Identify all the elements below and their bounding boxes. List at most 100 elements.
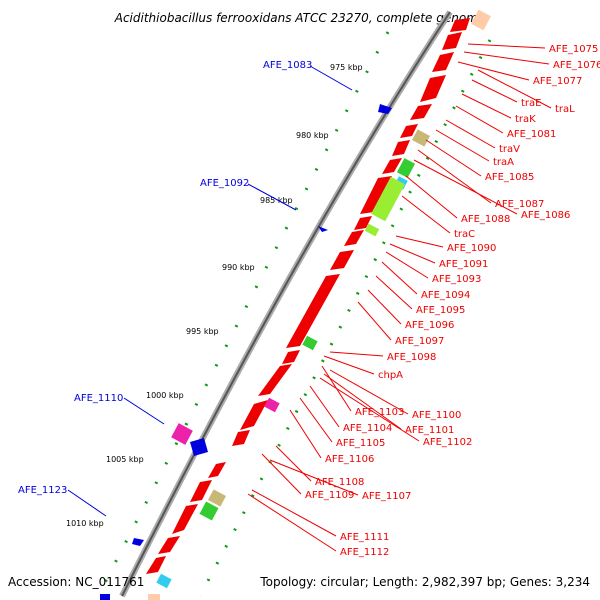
reverse-gene-label[interactable]: AFE_1094 — [421, 290, 470, 301]
tick-label: 980 kbp — [296, 131, 329, 140]
reverse-gene-label[interactable]: AFE_1100 — [412, 410, 461, 421]
reverse-gene-label[interactable]: AFE_1098 — [387, 352, 436, 363]
reverse-gene-label[interactable]: AFE_1103 — [355, 407, 404, 418]
gene-block[interactable] — [240, 400, 268, 430]
gene-block[interactable] — [420, 75, 446, 102]
reverse-gene-label[interactable]: AFE_1093 — [432, 274, 481, 285]
gene-block[interactable] — [442, 32, 462, 50]
reverse-gene-label[interactable]: AFE_1105 — [336, 438, 385, 449]
reverse-gene-label[interactable]: AFE_1088 — [461, 214, 510, 225]
gene-block[interactable] — [158, 536, 180, 554]
reverse-gene-label[interactable]: AFE_1096 — [405, 320, 454, 331]
reverse-gene-label[interactable]: AFE_1095 — [416, 305, 465, 316]
label-leader-line — [323, 355, 375, 375]
reverse-gene-label[interactable]: AFE_1075 — [549, 44, 598, 55]
gene-block[interactable] — [282, 350, 300, 364]
gene-block[interactable] — [344, 230, 364, 246]
gene-block-forward[interactable] — [190, 438, 208, 456]
label-leader-line — [329, 369, 409, 415]
gene-block-green-small[interactable] — [302, 335, 318, 351]
gene-block-tan[interactable] — [412, 129, 430, 147]
gene-block[interactable] — [330, 250, 354, 270]
reverse-gene-label[interactable]: AFE_1090 — [447, 243, 496, 254]
gene-block[interactable] — [146, 556, 166, 574]
forward-gene-label[interactable]: AFE_1083 — [263, 60, 312, 71]
forward-gene-label[interactable]: AFE_1123 — [18, 485, 67, 496]
reverse-gene-label[interactable]: AFE_1097 — [395, 336, 444, 347]
label-leader-line — [289, 409, 322, 459]
gene-block[interactable] — [432, 52, 454, 72]
label-leader-line — [367, 289, 402, 325]
label-leader-line — [375, 275, 413, 310]
reverse-gene-label[interactable]: AFE_1108 — [315, 477, 364, 488]
label-leader-line — [455, 105, 504, 134]
reverse-gene-label[interactable]: AFE_1109 — [305, 490, 354, 501]
reverse-gene-label[interactable]: AFE_1102 — [423, 437, 472, 448]
reverse-gene-label[interactable]: AFE_1101 — [405, 425, 454, 436]
reverse-gene-label[interactable]: traL — [555, 104, 575, 115]
gene-block[interactable] — [232, 430, 250, 446]
reverse-gene-label[interactable]: AFE_1112 — [340, 547, 389, 558]
label-leader-line — [269, 459, 359, 496]
reverse-gene-label[interactable]: AFE_1091 — [439, 259, 488, 270]
tick-label: 1005 kbp — [106, 455, 144, 464]
gene-block[interactable] — [450, 18, 470, 32]
inner-gc-ring — [198, 39, 492, 597]
gene-block[interactable] — [172, 504, 198, 534]
gene-block-magenta-forward[interactable] — [171, 423, 193, 445]
gene-block-forward[interactable] — [318, 226, 328, 232]
gene-block-green[interactable] — [199, 501, 219, 521]
gene-block-green[interactable] — [396, 158, 416, 178]
forward-gene-label[interactable]: AFE_1110 — [74, 393, 123, 404]
reverse-gene-label[interactable]: chpA — [378, 370, 403, 381]
gene-block-cyan[interactable] — [156, 573, 172, 589]
label-leader-line — [425, 139, 482, 177]
backbone-inner — [121, 11, 451, 597]
reverse-gene-label[interactable]: traC — [454, 229, 475, 240]
reverse-gene-label[interactable]: traE — [521, 98, 541, 109]
gene-block[interactable] — [208, 462, 226, 478]
gene-block-magenta[interactable] — [264, 397, 280, 413]
reverse-gene-label[interactable]: AFE_1107 — [362, 491, 411, 502]
reverse-gene-label[interactable]: AFE_1077 — [533, 76, 582, 87]
gene-block[interactable] — [400, 124, 418, 138]
gene-block[interactable] — [360, 176, 392, 214]
reverse-gene-label[interactable]: AFE_1086 — [521, 210, 570, 221]
gene-block[interactable] — [354, 216, 372, 230]
forward-gene-label[interactable]: AFE_1092 — [200, 178, 249, 189]
label-leader-line — [389, 243, 436, 264]
gene-block[interactable] — [382, 158, 402, 174]
reverse-gene-label[interactable]: AFE_1106 — [325, 454, 374, 465]
reverse-gene-label[interactable]: AFE_1076 — [553, 60, 600, 71]
reverse-gene-label[interactable]: traV — [499, 144, 520, 155]
reverse-gene-label[interactable]: AFE_1085 — [485, 172, 534, 183]
reverse-gene-label[interactable]: AFE_1081 — [507, 129, 556, 140]
gene-block-forward[interactable] — [100, 594, 110, 600]
reverse-gene-label[interactable]: traK — [515, 114, 536, 125]
tick-label: 985 kbp — [260, 196, 293, 205]
gene-block-lime[interactable] — [371, 176, 405, 222]
gene-block[interactable] — [258, 364, 292, 396]
gene-block[interactable] — [190, 480, 212, 502]
reverse-gene-label[interactable]: traA — [493, 157, 514, 168]
gene-block-tan[interactable] — [208, 489, 226, 507]
gene-block[interactable] — [286, 274, 340, 348]
gene-block-forward[interactable] — [132, 538, 144, 546]
label-leader-line — [435, 129, 490, 162]
reverse-gene-label[interactable]: AFE_1104 — [343, 423, 392, 434]
label-leader-line — [309, 65, 353, 91]
tick-label: 1000 kbp — [146, 391, 184, 400]
gene-block-peach[interactable] — [471, 9, 491, 31]
label-leader-line — [405, 175, 458, 219]
gene-block-lime-small[interactable] — [364, 223, 380, 237]
tick-labels: 975 kbp 980 kbp 985 kbp 990 kbp 995 kbp 1000 … — [66, 63, 363, 528]
label-leader-line — [323, 373, 402, 430]
gene-block-peach[interactable] — [148, 594, 160, 600]
reverse-gene-label[interactable]: AFE_1087 — [495, 199, 544, 210]
tick-label: 990 kbp — [222, 263, 255, 272]
gene-block[interactable] — [392, 140, 410, 156]
reverse-gene-label[interactable]: AFE_1111 — [340, 532, 389, 543]
label-leader-line — [445, 119, 496, 149]
gene-block-forward[interactable] — [378, 104, 392, 114]
gene-block[interactable] — [410, 104, 432, 120]
